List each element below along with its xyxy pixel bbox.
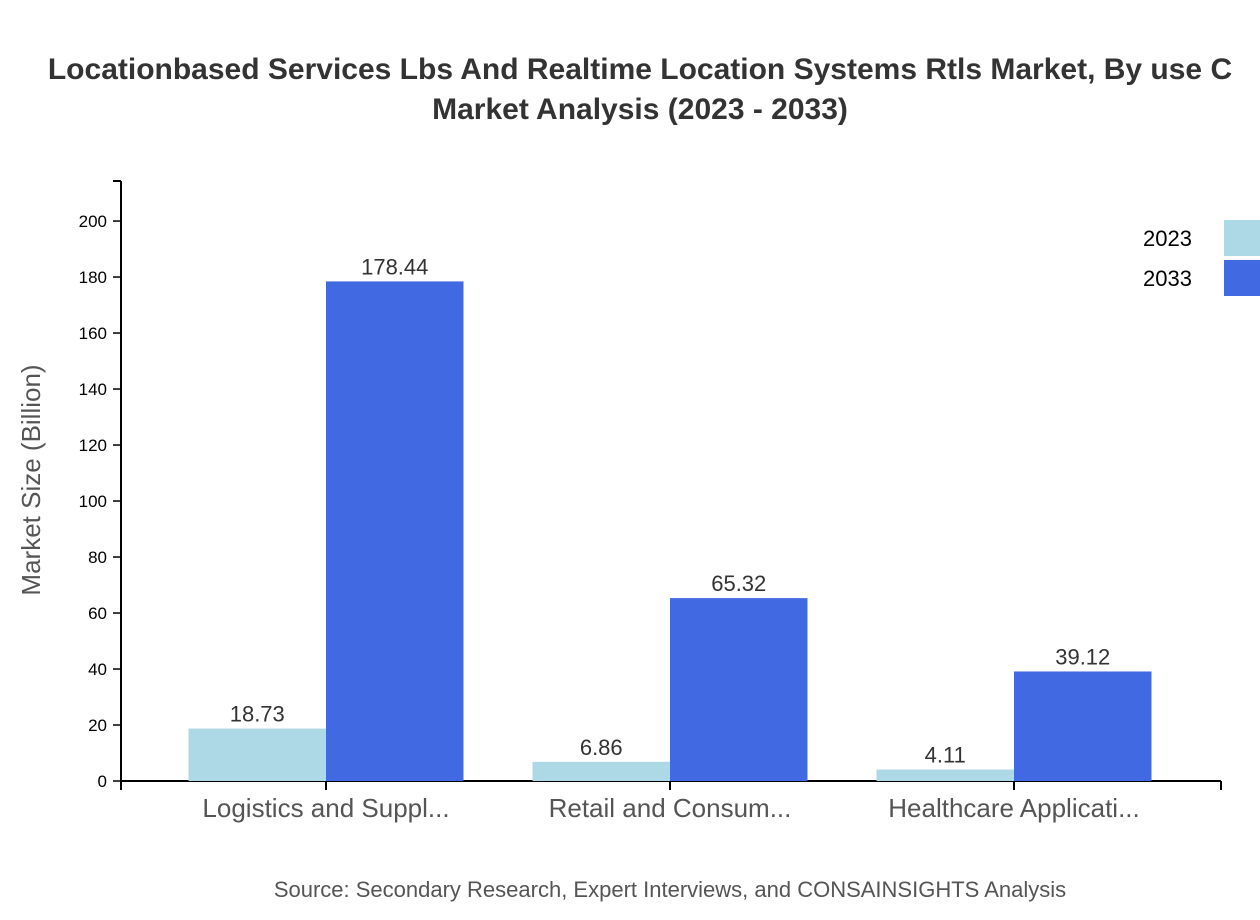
x-tick-label: Healthcare Applicati... [888, 793, 1139, 823]
bar-2033 [670, 598, 808, 781]
legend-swatch-2033 [1224, 260, 1260, 296]
chart-title-line-1: Locationbased Services Lbs And Realtime … [47, 53, 1233, 86]
bar-2023 [188, 728, 326, 781]
legend-label: 2023 [1143, 226, 1192, 251]
bar-2033 [1014, 671, 1152, 781]
y-tick-label: 40 [88, 660, 107, 679]
y-tick-label: 160 [79, 324, 107, 343]
y-tick-label: 60 [88, 604, 107, 623]
y-tick-label: 120 [79, 436, 107, 455]
y-tick-label: 0 [98, 772, 107, 791]
y-axis-label: Market Size (Billion) [16, 364, 46, 595]
y-tick-label: 20 [88, 716, 107, 735]
bar-2033 [326, 281, 464, 781]
bar-value-label: 178.44 [361, 254, 428, 279]
chart-title: Locationbased Services Lbs And Realtime … [0, 50, 1260, 130]
y-tick-label: 200 [79, 212, 107, 231]
y-tick-label: 100 [79, 492, 107, 511]
bar-value-label: 6.86 [580, 735, 623, 760]
legend-label: 2033 [1143, 266, 1192, 291]
x-tick-label: Logistics and Suppl... [202, 793, 449, 823]
source-note: Source: Secondary Research, Expert Inter… [273, 877, 1067, 902]
bar-2023 [532, 761, 670, 781]
x-tick-label: Retail and Consum... [549, 793, 792, 823]
bar-value-label: 18.73 [230, 702, 285, 727]
bar-2023 [876, 769, 1014, 781]
y-tick-label: 140 [79, 380, 107, 399]
bar-value-label: 65.32 [711, 571, 766, 596]
y-tick-label: 80 [88, 548, 107, 567]
bar-value-label: 4.11 [925, 742, 966, 767]
chart-title-line-2: Market Analysis (2023 - 2033) [432, 93, 848, 126]
bar-value-label: 39.12 [1055, 644, 1110, 669]
y-tick-label: 180 [79, 268, 107, 287]
legend-swatch-2023 [1224, 220, 1260, 256]
